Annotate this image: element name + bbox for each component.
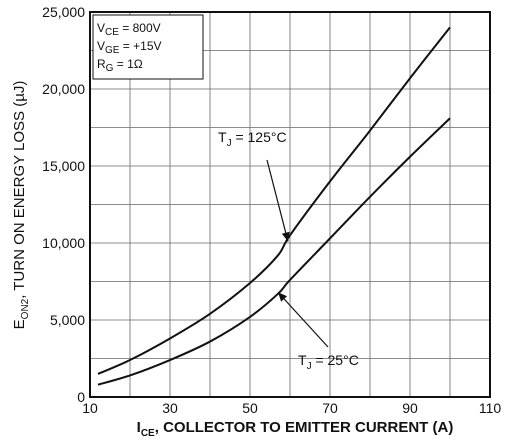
arrowhead-125c — [281, 231, 290, 242]
condition-vce: VCE = 800V — [97, 21, 161, 38]
series-line-125c — [97, 26, 451, 375]
y-tick-label: 15,000 — [42, 158, 85, 174]
plot-frame — [89, 11, 491, 398]
x-tick-label: 10 — [82, 400, 98, 416]
grid — [90, 12, 490, 397]
x-tick-label: 110 — [479, 400, 502, 416]
annotation-125c: TJ = 125°C — [218, 129, 290, 242]
arrow-25c — [277, 291, 329, 348]
condition-rg: RG = 1Ω — [97, 57, 143, 74]
x-tick-label: 90 — [402, 400, 418, 416]
conditions-box: VCE = 800V VGE = +15V RG = 1Ω — [92, 14, 204, 80]
arrowhead-25c — [278, 292, 288, 302]
arrow-125c — [266, 159, 289, 242]
series-label-25c: TJ = 25°C — [298, 352, 359, 372]
condition-vge: VGE = +15V — [97, 39, 162, 56]
y-tick-label: 10,000 — [42, 235, 85, 251]
x-axis-label: ICE, COLLECTOR TO EMITTER CURRENT (A) — [137, 419, 454, 439]
series-label-125c: TJ = 125°C — [218, 129, 287, 149]
y-tick-label: 5,000 — [50, 312, 85, 328]
conditions-box-frame — [92, 14, 204, 80]
x-tick-label: 50 — [242, 400, 258, 416]
tick-labels: 10 30 50 70 90 110 0 5,000 10,000 15,000 20,000 25,… — [42, 4, 501, 416]
y-tick-label: 20,000 — [42, 81, 85, 97]
series-group — [97, 26, 451, 386]
y-axis-label: EON2, TURN ON ENERGY LOSS (µJ) — [11, 81, 31, 330]
series-line-25c — [97, 117, 451, 386]
annotation-25c: TJ = 25°C — [277, 291, 359, 372]
y-tick-label: 25,000 — [42, 4, 85, 20]
x-tick-label: 30 — [162, 400, 178, 416]
y-tick-label: 0 — [77, 389, 85, 405]
x-tick-label: 70 — [322, 400, 338, 416]
